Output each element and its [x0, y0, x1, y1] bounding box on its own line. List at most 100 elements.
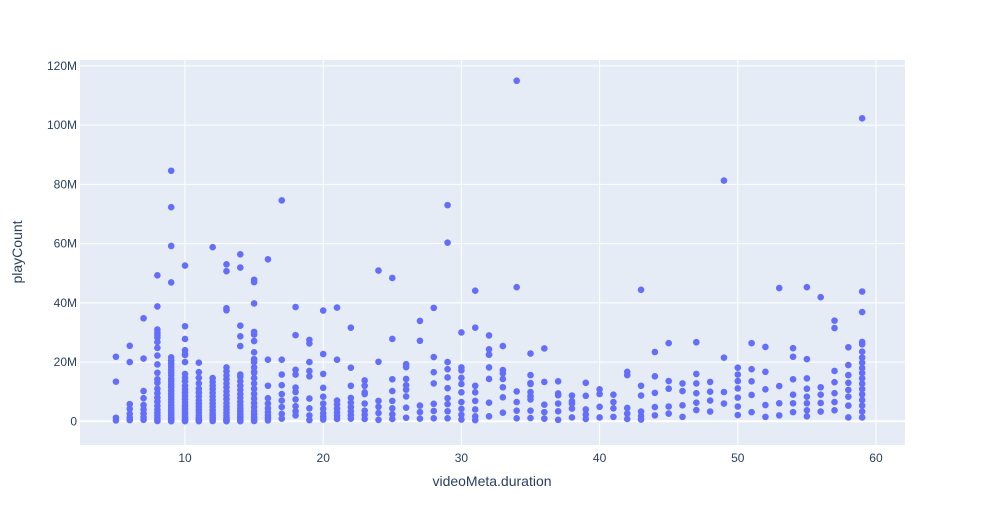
data-point[interactable] [858, 396, 866, 404]
data-point[interactable] [637, 416, 645, 423]
data-point[interactable] [278, 356, 286, 364]
data-point[interactable] [541, 408, 548, 416]
data-point[interactable] [140, 394, 147, 402]
data-point[interactable] [347, 415, 355, 422]
data-point[interactable] [195, 368, 203, 376]
data-point[interactable] [126, 358, 134, 366]
data-point[interactable] [485, 364, 493, 371]
data-point[interactable] [527, 380, 534, 388]
data-point[interactable] [485, 346, 493, 353]
data-point[interactable] [458, 398, 465, 406]
data-point[interactable] [154, 338, 161, 346]
data-point[interactable] [319, 307, 327, 314]
data-point[interactable] [858, 288, 866, 295]
data-point[interactable] [430, 368, 438, 376]
data-point[interactable] [527, 414, 534, 422]
data-point[interactable] [568, 414, 576, 421]
data-point[interactable] [513, 283, 520, 291]
data-point[interactable] [845, 379, 852, 387]
data-point[interactable] [693, 389, 700, 397]
data-point[interactable] [568, 400, 576, 407]
data-point[interactable] [361, 377, 368, 384]
data-point[interactable] [527, 371, 534, 379]
data-point[interactable] [568, 405, 576, 412]
data-point[interactable] [803, 412, 811, 420]
data-point[interactable] [803, 385, 811, 393]
data-point[interactable] [803, 393, 811, 401]
data-point[interactable] [845, 393, 852, 401]
data-point[interactable] [140, 355, 147, 362]
data-point[interactable] [858, 385, 866, 393]
data-point[interactable] [831, 407, 838, 414]
data-point[interactable] [278, 403, 286, 411]
data-point[interactable] [582, 379, 590, 387]
data-point[interactable] [195, 359, 203, 366]
data-point[interactable] [264, 394, 272, 402]
data-point[interactable] [181, 322, 189, 330]
data-point[interactable] [278, 381, 286, 389]
data-point[interactable] [651, 389, 659, 397]
data-point[interactable] [292, 331, 299, 339]
data-point[interactable] [458, 329, 465, 336]
data-point[interactable] [292, 303, 299, 311]
data-point[interactable] [458, 374, 465, 382]
data-point[interactable] [430, 415, 438, 422]
data-point[interactable] [292, 396, 299, 403]
data-point[interactable] [167, 279, 175, 286]
data-point[interactable] [485, 412, 493, 420]
data-point[interactable] [817, 293, 825, 301]
data-point[interactable] [375, 267, 382, 274]
data-point[interactable] [402, 386, 410, 393]
data-point[interactable] [319, 393, 327, 401]
data-point[interactable] [513, 77, 520, 85]
data-point[interactable] [375, 397, 382, 405]
data-point[interactable] [306, 395, 313, 402]
data-point[interactable] [527, 350, 534, 357]
data-point[interactable] [845, 402, 852, 409]
data-point[interactable] [858, 341, 866, 348]
data-point[interactable] [513, 407, 520, 414]
data-point[interactable] [554, 416, 562, 424]
data-point[interactable] [195, 380, 203, 387]
data-point[interactable] [471, 324, 479, 332]
data-point[interactable] [430, 353, 438, 361]
data-point[interactable] [499, 383, 507, 391]
data-point[interactable] [748, 408, 755, 416]
data-point[interactable] [803, 355, 811, 363]
data-point[interactable] [223, 267, 230, 275]
data-point[interactable] [803, 283, 811, 291]
data-point[interactable] [693, 370, 700, 378]
data-point[interactable] [706, 397, 714, 404]
data-point[interactable] [458, 405, 465, 413]
data-point[interactable] [471, 388, 479, 396]
data-point[interactable] [444, 415, 451, 422]
data-point[interactable] [789, 375, 797, 383]
data-point[interactable] [582, 392, 590, 400]
data-point[interactable] [250, 374, 258, 382]
data-point[interactable] [720, 400, 728, 407]
data-point[interactable] [831, 317, 838, 324]
data-point[interactable] [734, 394, 742, 401]
data-point[interactable] [817, 391, 825, 398]
data-point[interactable] [154, 369, 161, 377]
data-point[interactable] [250, 417, 258, 425]
data-point[interactable] [444, 400, 451, 408]
data-point[interactable] [319, 384, 327, 392]
data-point[interactable] [444, 365, 451, 373]
data-point[interactable] [195, 374, 203, 382]
data-point[interactable] [637, 392, 645, 399]
data-point[interactable] [858, 380, 866, 387]
data-point[interactable] [250, 380, 258, 387]
data-point[interactable] [209, 243, 216, 251]
data-point[interactable] [306, 416, 313, 424]
data-point[interactable] [458, 388, 465, 396]
data-point[interactable] [679, 380, 686, 387]
data-point[interactable] [319, 400, 327, 407]
data-point[interactable] [568, 392, 576, 399]
data-point[interactable] [858, 115, 866, 122]
data-point[interactable] [513, 398, 520, 406]
data-point[interactable] [845, 343, 852, 351]
data-point[interactable] [250, 331, 258, 338]
data-point[interactable] [596, 386, 603, 393]
data-point[interactable] [237, 342, 244, 350]
